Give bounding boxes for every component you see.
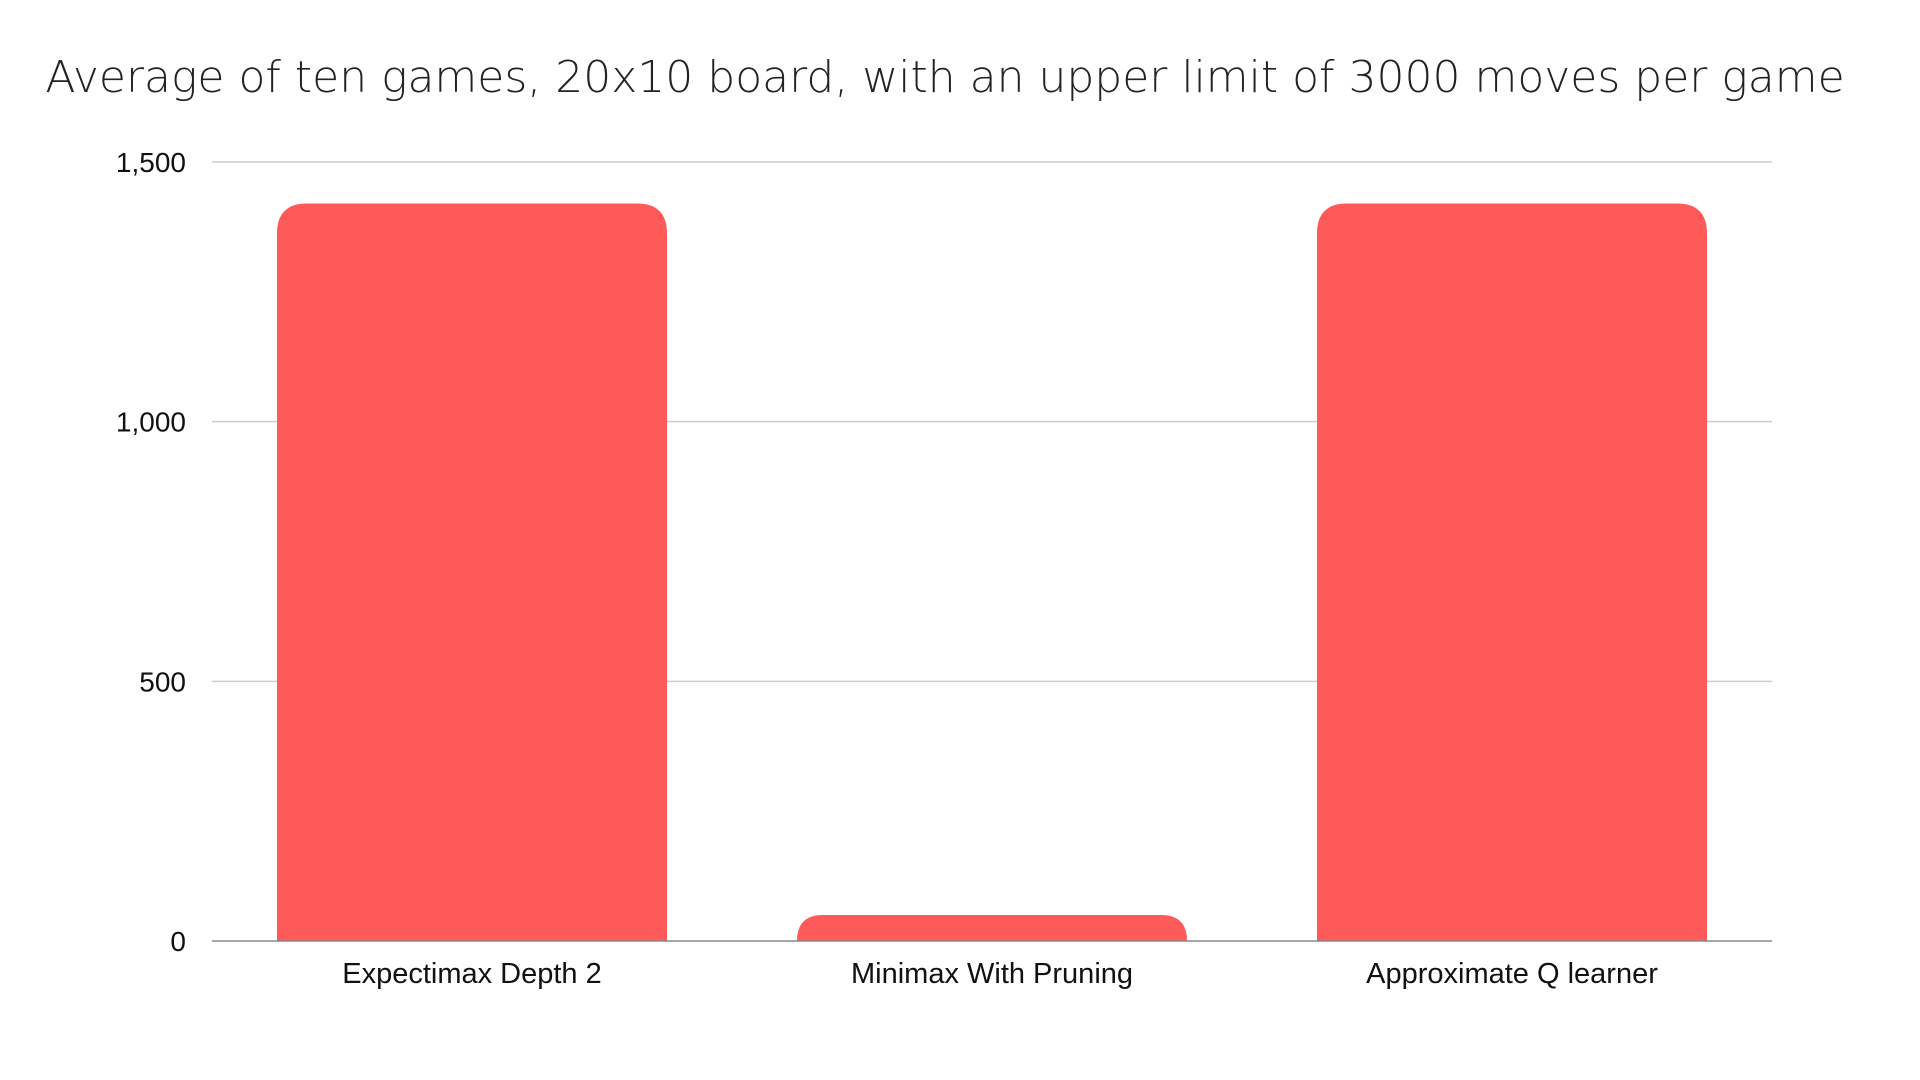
y-tick-label: 1,500 <box>116 147 186 178</box>
x-category-label: Expectimax Depth 2 <box>342 958 602 990</box>
y-axis-tick-labels: 0 500 1,000 1,500 <box>116 147 186 957</box>
bar <box>797 915 1187 941</box>
bars <box>277 203 1707 942</box>
x-axis-category-labels: Expectimax Depth 2 Minimax With Pruning Ap… <box>342 958 1658 990</box>
x-category-label: Approximate Q learner <box>1366 958 1658 990</box>
y-tick-label: 1,000 <box>116 407 186 438</box>
chart-title: Average of ten games, 20x10 board, with … <box>45 52 1845 103</box>
x-category-label: Minimax With Pruning <box>851 958 1133 990</box>
bar <box>1317 203 1707 942</box>
y-tick-label: 500 <box>139 666 186 697</box>
bar <box>277 203 667 942</box>
y-tick-label: 0 <box>170 926 186 957</box>
